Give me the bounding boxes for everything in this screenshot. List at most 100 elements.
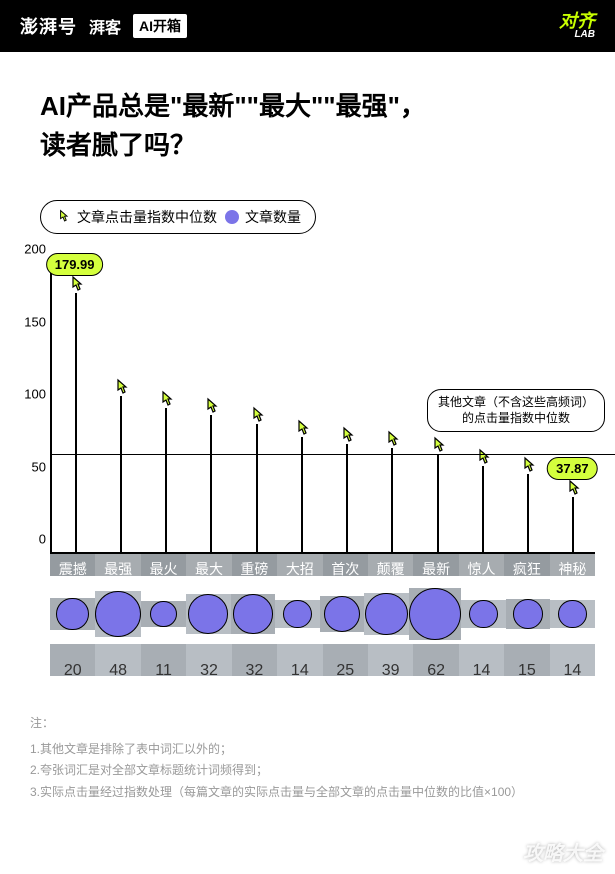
sub-logo: 湃客 [89,14,121,38]
category-label: 震撼 [50,554,95,584]
count-label: 25 [323,654,368,688]
count-label: 14 [550,654,595,688]
lollipop [346,444,348,552]
y-tick: 150 [24,314,46,329]
count-label: 11 [141,654,186,688]
count-label: 32 [232,654,277,688]
legend: 文章点击量指数中位数 文章数量 [40,200,316,234]
page-title: AI产品总是"最新""最大""最强"， 读者腻了吗？ [40,87,575,165]
count-label: 14 [459,654,504,688]
bubble [95,591,142,638]
cursor-icon [428,436,448,456]
bubble-cell [320,596,365,632]
bubble [469,600,498,629]
bubble-row [50,584,595,644]
y-tick: 100 [24,387,46,402]
value-badge-last: 37.87 [547,457,598,480]
notes-title: 注： [30,713,585,735]
lollipop [391,448,393,552]
bubble [558,600,587,629]
bubble [188,594,228,634]
legend-label-2: 文章数量 [245,207,301,227]
cursor-icon [247,406,267,426]
cursor-icon [201,397,221,417]
ai-box: AI开箱 [133,14,187,38]
y-tick: 200 [24,242,46,257]
lollipop [256,424,258,552]
note-1: 1.其他文章是排除了表中词汇以外的； [30,739,585,761]
lollipop [165,408,167,552]
bubble-cell [95,591,142,638]
bubble-cell [364,593,409,636]
bubble [233,594,273,634]
bubble-cell [186,594,231,634]
header-right: 对齐 LAB [559,13,595,38]
category-label: 颠覆 [368,554,413,584]
watermark: 攻略大全 [523,837,603,866]
category-row: 震撼最强最火最大重磅大招首次颠覆最新惊人疯狂神秘 [50,554,595,584]
category-label: 大招 [277,554,322,584]
cursor-icon [473,448,493,468]
header-left: 澎湃号 湃客 AI开箱 [20,13,187,39]
cursor-icon [337,426,357,446]
lollipop [120,396,122,552]
y-tick: 50 [32,459,46,474]
category-label: 最新 [413,554,458,584]
count-label: 15 [504,654,549,688]
cursor-icon [111,378,131,398]
legend-item-clicks: 文章点击量指数中位数 [55,207,217,227]
lollipop [482,466,484,552]
note-3: 3.实际点击量经过指数处理（每篇文章的实际点击量与全部文章的点击量中位数的比值×… [30,782,585,804]
chart: 050100150200 179.9937.87其他文章（不含这些高频词）的点击… [50,264,595,554]
count-label: 48 [95,654,140,688]
count-label: 14 [277,654,322,688]
count-label: 62 [413,654,458,688]
cursor-icon [518,456,538,476]
cursor-icon [55,209,71,225]
bubble [365,593,408,636]
category-label: 重磅 [232,554,277,584]
bubble [324,596,360,632]
legend-item-count: 文章数量 [225,207,301,227]
lollipop [437,454,439,552]
title-area: AI产品总是"最新""最大""最强"， 读者腻了吗？ [0,52,615,185]
cursor-icon [292,419,312,439]
note-2: 2.夸张词汇是对全部文章标题统计词频得到； [30,760,585,782]
bubble-cell [506,599,551,629]
bubble-cell [141,601,186,628]
value-badge-first: 179.99 [46,253,104,276]
bubble-cell [461,600,506,629]
count-label: 32 [186,654,231,688]
legend-label-1: 文章点击量指数中位数 [77,207,217,227]
cursor-icon [66,275,86,295]
lollipop [527,474,529,552]
circle-icon [225,210,239,224]
plot-area: 179.9937.87其他文章（不含这些高频词）的点击量指数中位数67.06 [50,264,595,554]
logo: 澎湃号 [20,13,77,39]
category-label: 最大 [186,554,231,584]
category-label: 神秘 [550,554,595,584]
reference-label: 其他文章（不含这些高频词）的点击量指数中位数 [427,389,605,432]
bubble [513,599,543,629]
bubble-cell [275,600,320,629]
category-label: 疯狂 [504,554,549,584]
count-row: 204811323214253962141514 [50,654,595,688]
category-label: 最火 [141,554,186,584]
bubble [409,588,461,640]
count-label: 39 [368,654,413,688]
lollipop [210,415,212,552]
y-tick: 0 [39,532,46,547]
category-label: 最强 [95,554,140,584]
bubble [150,601,177,628]
count-label: 20 [50,654,95,688]
lollipop [75,293,77,552]
reference-line [52,454,615,455]
bubble [56,598,89,631]
bubble-cell [50,598,95,631]
cursor-icon [156,390,176,410]
category-label: 首次 [323,554,368,584]
bubble-cell [550,600,595,629]
header-bar: 澎湃号 湃客 AI开箱 对齐 LAB [0,0,615,52]
bubble-cell [231,594,276,634]
category-label: 惊人 [459,554,504,584]
